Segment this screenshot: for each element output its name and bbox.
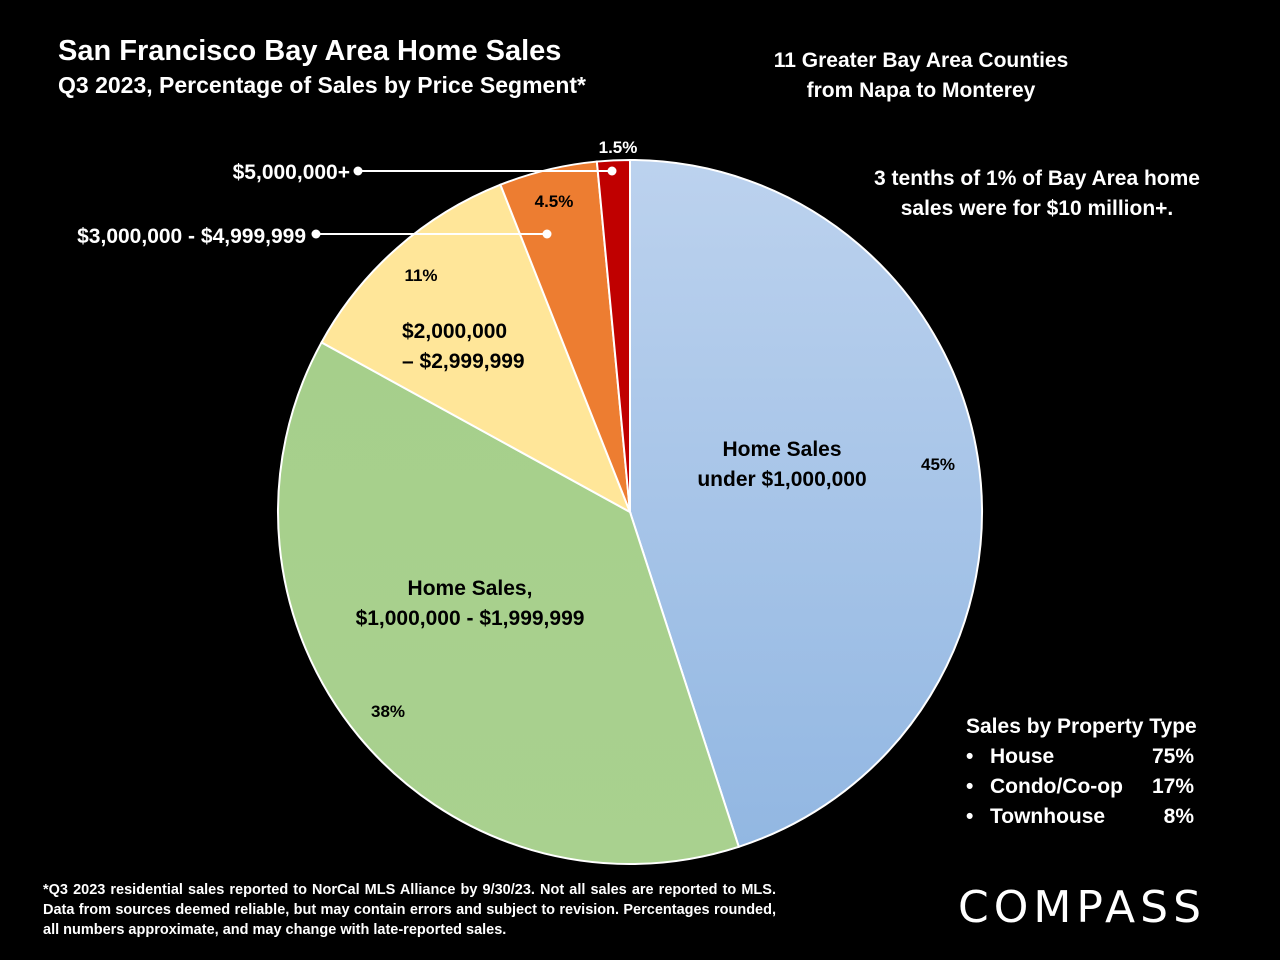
slice-pct-under-1m: 45% (921, 455, 955, 474)
property-type-pct: 8% (1163, 805, 1194, 828)
pie-slice-2m-3m (320, 183, 632, 515)
pie-slice-5m-plus (595, 158, 631, 513)
highlight-note-line-1: 3 tenths of 1% of Bay Area home (874, 167, 1200, 190)
property-type-name: House (990, 745, 1055, 768)
property-type-name: Condo/Co-op (990, 775, 1123, 798)
chart-title: San Francisco Bay Area Home Sales (58, 35, 562, 67)
leader-dot-3m-5m-start (311, 229, 321, 239)
leader-dot-5m-plus-start (353, 166, 363, 176)
region-note-line-2: from Napa to Monterey (806, 79, 1036, 102)
slice-label-under-1m: Home Sales under $1,000,000 (697, 438, 866, 491)
bullet: • (966, 745, 974, 768)
pie-slice-under-1m (629, 158, 983, 849)
leader-dot-5m-plus-end (607, 166, 617, 176)
region-note-line-1: 11 Greater Bay Area Counties (773, 49, 1069, 72)
property-type-row: • Condo/Co-op 17% (966, 772, 1216, 802)
compass-logo: COMPASS (958, 882, 1206, 933)
property-type-pct: 75% (1151, 745, 1194, 768)
property-type-pct: 17% (1151, 775, 1194, 798)
pie-slice-1m-2m (277, 341, 741, 865)
footnote: *Q3 2023 residential sales reported to N… (43, 882, 776, 938)
bullet: • (966, 775, 974, 798)
slice-label-1m-2m: Home Sales, $1,000,000 - $1,999,999 (356, 577, 585, 630)
slice-label-3m-5m: $3,000,000 - $4,999,999 (77, 225, 306, 248)
leader-dot-3m-5m-end (542, 229, 552, 239)
slice-pct-1m-2m: 38% (371, 702, 405, 721)
bullet: • (966, 805, 974, 828)
slice-pct-5m-plus: 1.5% (599, 138, 638, 157)
slice-pct-3m-5m: 4.5% (535, 192, 574, 211)
property-type-title: Sales by Property Type (966, 715, 1197, 738)
region-note: 11 Greater Bay Area Counties from Napa t… (740, 46, 1102, 106)
chart-subtitle: Q3 2023, Percentage of Sales by Price Se… (58, 72, 586, 98)
slice-pct-2m-3m: 11% (404, 266, 437, 285)
property-type-name: Townhouse (990, 805, 1106, 828)
highlight-note: 3 tenths of 1% of Bay Area home sales we… (842, 164, 1232, 224)
property-type-box: Sales by Property Type • House 75% • Con… (966, 712, 1216, 832)
slice-label-5m-plus: $5,000,000+ (233, 161, 350, 184)
highlight-note-line-2: sales were for $10 million+. (900, 197, 1174, 220)
property-type-row: • House 75% (966, 742, 1216, 772)
slice-label-2m-3m: $2,000,000– $2,999,999 (402, 320, 525, 373)
property-type-row: • Townhouse 8% (966, 802, 1216, 832)
